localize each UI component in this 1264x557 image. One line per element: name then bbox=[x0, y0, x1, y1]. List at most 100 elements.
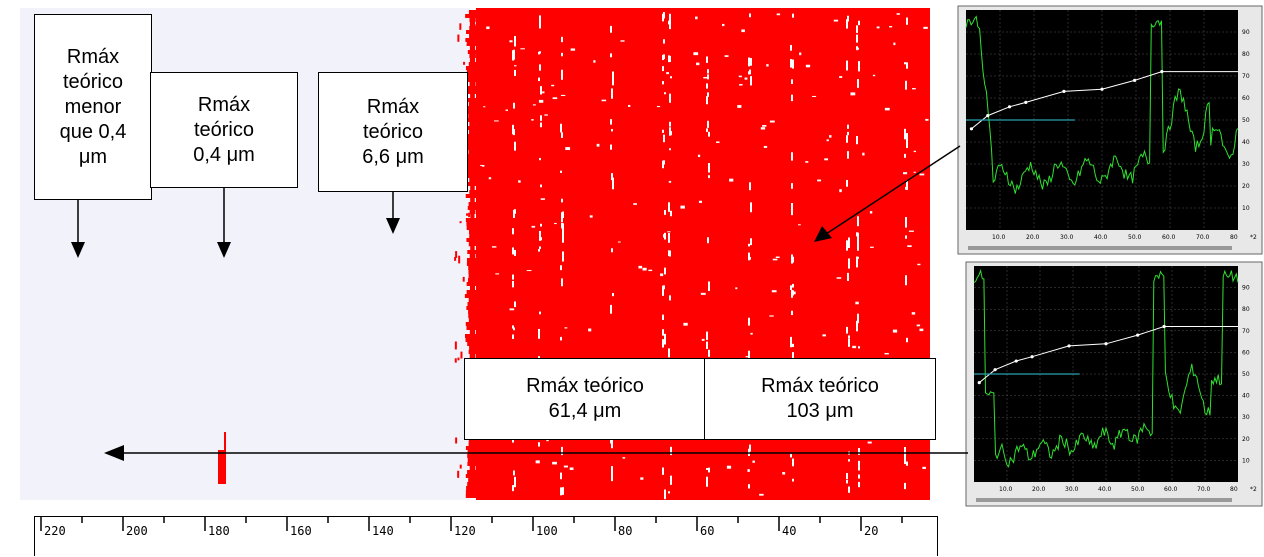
speckle bbox=[749, 13, 751, 18]
speckle bbox=[706, 128, 708, 132]
scale-tick-label: 140 bbox=[372, 524, 394, 538]
scope-y-tick: 30 bbox=[1242, 414, 1250, 421]
speckle bbox=[750, 238, 752, 246]
edge-speckle bbox=[466, 486, 481, 490]
speckle bbox=[748, 243, 750, 247]
speckle bbox=[680, 205, 685, 209]
edge-speckle bbox=[466, 262, 480, 266]
speckle bbox=[664, 334, 666, 340]
scale-tick-label: 80 bbox=[618, 524, 632, 538]
speckle bbox=[902, 172, 908, 175]
edge-speckle bbox=[465, 158, 482, 162]
speckle bbox=[805, 64, 811, 68]
speckle bbox=[824, 158, 829, 161]
speckle bbox=[570, 48, 576, 51]
speckle bbox=[726, 465, 732, 469]
speckle bbox=[695, 16, 698, 20]
edge-speckle bbox=[469, 234, 477, 238]
speckle bbox=[846, 135, 848, 143]
scale-tick-label: 100 bbox=[536, 524, 558, 538]
speckle bbox=[617, 241, 621, 243]
speckle bbox=[846, 479, 848, 484]
edge-speckle bbox=[468, 478, 478, 482]
speckle bbox=[716, 141, 720, 144]
speckle bbox=[562, 251, 564, 262]
dac-point bbox=[1062, 89, 1066, 93]
edge-speckle bbox=[458, 255, 461, 264]
speckle bbox=[669, 127, 671, 136]
speckle bbox=[560, 336, 562, 341]
speckle bbox=[539, 64, 541, 71]
speckle bbox=[906, 180, 908, 190]
speckle bbox=[905, 217, 907, 228]
speckle bbox=[670, 210, 672, 217]
scope-x-tick: 80 bbox=[1230, 486, 1238, 493]
speckle bbox=[857, 241, 859, 251]
edge-speckle bbox=[457, 357, 460, 361]
speckle bbox=[518, 180, 521, 183]
edge-speckle bbox=[469, 31, 472, 37]
scale-tick-label: 180 bbox=[208, 524, 230, 538]
edge-speckle bbox=[468, 298, 477, 302]
speckle bbox=[662, 467, 664, 475]
scale-tick-label: 20 bbox=[864, 524, 878, 538]
speckle bbox=[904, 128, 906, 140]
speckle bbox=[552, 461, 557, 465]
speckle bbox=[569, 467, 574, 470]
speckle bbox=[791, 291, 796, 295]
speckle bbox=[551, 84, 555, 87]
speckle bbox=[662, 329, 664, 336]
speckle bbox=[919, 328, 924, 332]
edge-speckle bbox=[466, 258, 480, 262]
speckle bbox=[662, 129, 664, 133]
speckle bbox=[708, 349, 710, 357]
edge-speckle bbox=[466, 222, 481, 226]
speckle bbox=[858, 481, 860, 488]
edge-speckle bbox=[473, 24, 476, 28]
speckle bbox=[669, 295, 671, 301]
scope-x-tick: 60.0 bbox=[1164, 486, 1178, 493]
speckle bbox=[782, 472, 786, 475]
edge-speckle bbox=[469, 46, 476, 50]
speckle bbox=[505, 109, 509, 111]
edge-speckle bbox=[465, 74, 482, 78]
edge-speckle bbox=[459, 23, 462, 30]
red-mark-tail bbox=[224, 432, 226, 452]
scope-y-tick: 40 bbox=[1242, 393, 1250, 400]
speckle bbox=[670, 475, 672, 485]
speckle bbox=[540, 198, 546, 200]
speckle bbox=[664, 92, 666, 95]
speckle bbox=[735, 287, 738, 290]
speckle bbox=[544, 114, 548, 116]
distance-scale: 220 200 180 160 140 120 100 80 60 40 20 bbox=[34, 516, 938, 556]
speckle bbox=[627, 104, 631, 107]
speckle bbox=[737, 105, 742, 108]
speckle bbox=[889, 26, 893, 28]
scope-y-tick: 40 bbox=[1242, 139, 1250, 146]
speckle bbox=[561, 69, 563, 80]
edge-speckle bbox=[465, 142, 482, 146]
speckle bbox=[611, 128, 613, 132]
speckle bbox=[539, 23, 541, 29]
dac-point bbox=[986, 114, 990, 118]
speckle bbox=[904, 447, 906, 457]
speckle bbox=[856, 320, 858, 332]
speckle bbox=[749, 182, 751, 191]
edge-speckle bbox=[467, 302, 479, 306]
speckle bbox=[856, 256, 858, 268]
scope-y-tick: 80 bbox=[1242, 306, 1250, 313]
speckle bbox=[538, 328, 540, 339]
speckle bbox=[531, 119, 534, 121]
edge-speckle bbox=[469, 286, 476, 290]
scope-y-tick: 60 bbox=[1242, 349, 1250, 356]
speckle bbox=[769, 120, 775, 123]
speckle bbox=[708, 131, 710, 137]
red-mark bbox=[218, 450, 226, 484]
speckle bbox=[491, 246, 497, 248]
speckle bbox=[741, 29, 745, 33]
edge-speckle bbox=[462, 276, 465, 282]
edge-speckle bbox=[468, 310, 478, 314]
edge-speckle bbox=[465, 338, 482, 342]
speckle bbox=[512, 50, 514, 61]
dac-point bbox=[977, 381, 981, 385]
